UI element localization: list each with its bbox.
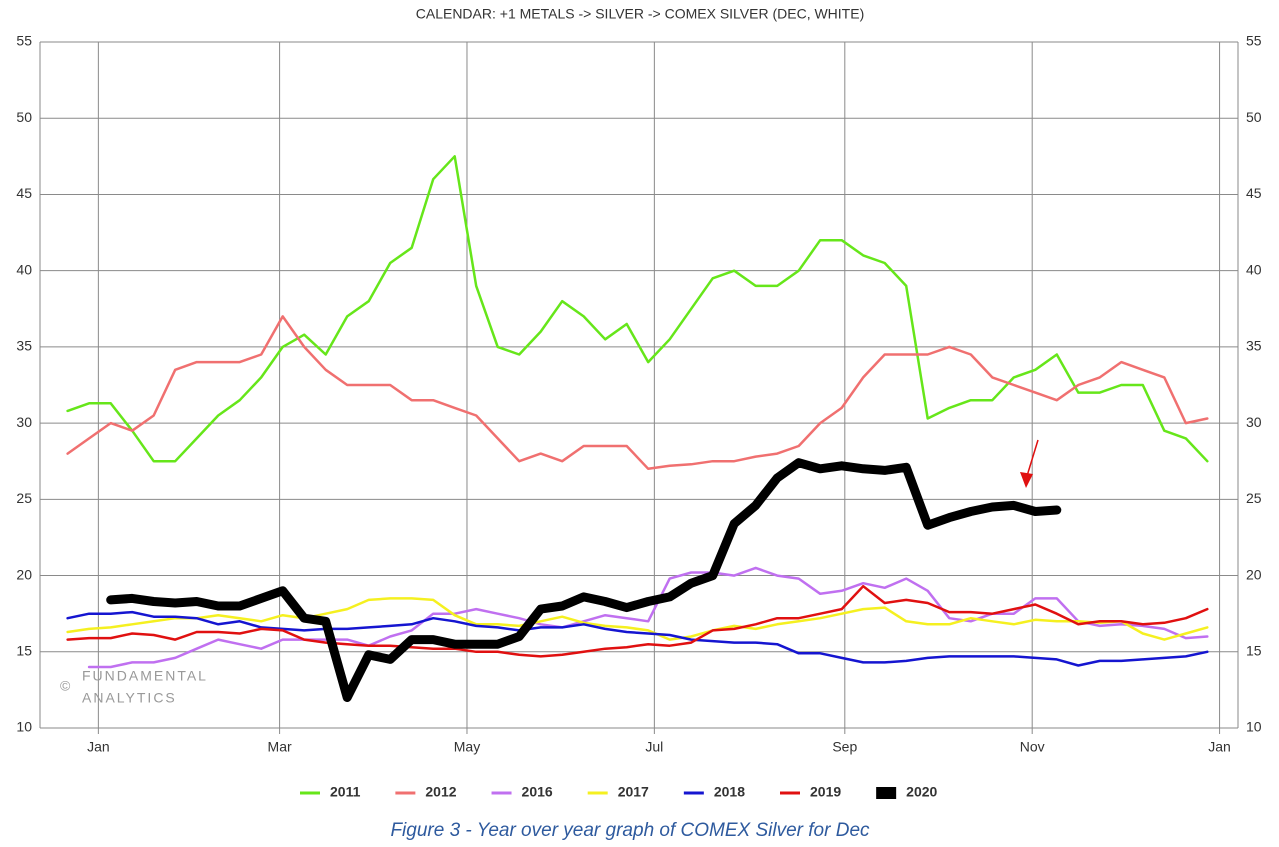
- y-tick-label: 10: [16, 719, 32, 735]
- y-tick-label: 45: [16, 185, 32, 201]
- watermark-line: ANALYTICS: [82, 690, 177, 706]
- arrow-head: [1020, 472, 1033, 488]
- y-tick-label: 30: [16, 414, 32, 430]
- series-line: [66, 315, 1209, 471]
- series-line: [66, 584, 1209, 658]
- x-tick-label: Sep: [832, 739, 857, 755]
- legend-label: 2018: [714, 784, 745, 800]
- y-tick-label-right: 35: [1246, 338, 1262, 354]
- legend-label: 2020: [906, 784, 937, 800]
- x-tick-label: Mar: [268, 739, 292, 755]
- arrow-shaft: [1026, 439, 1039, 477]
- y-tick-label-right: 55: [1246, 33, 1262, 49]
- x-tick-label: Jan: [1208, 739, 1231, 755]
- legend-label: 2017: [618, 784, 649, 800]
- series-line: [66, 610, 1209, 667]
- x-tick-label: May: [454, 739, 480, 755]
- y-tick-label-right: 45: [1246, 185, 1262, 201]
- caption: Figure 3 - Year over year graph of COMEX…: [390, 820, 870, 841]
- y-tick-label-right: 20: [1246, 566, 1262, 582]
- legend-label: 2019: [810, 784, 841, 800]
- y-tick-label: 40: [16, 261, 32, 277]
- y-tick-label-right: 15: [1246, 642, 1262, 658]
- y-tick-label-right: 25: [1246, 490, 1262, 506]
- chart-title: CALENDAR: +1 METALS -> SILVER -> COMEX S…: [416, 6, 865, 22]
- watermark-line: FUNDAMENTAL: [82, 668, 208, 684]
- y-tick-label-right: 30: [1246, 414, 1262, 430]
- y-tick-label-right: 10: [1246, 719, 1262, 735]
- y-tick-label: 15: [16, 642, 32, 658]
- arrow-annotation: [1020, 439, 1039, 488]
- x-tick-label: Jan: [87, 739, 110, 755]
- legend-label: 2012: [425, 784, 456, 800]
- y-tick-label: 20: [16, 566, 32, 582]
- legend-label: 2011: [330, 784, 361, 800]
- y-tick-label: 50: [16, 109, 32, 125]
- series-line: [106, 458, 1062, 702]
- y-tick-label-right: 50: [1246, 109, 1262, 125]
- series-line: [66, 597, 1209, 641]
- x-tick-label: Jul: [645, 739, 663, 755]
- series-line: [66, 155, 1209, 463]
- watermark: © FUNDAMENTAL ANALYTICS: [60, 668, 208, 706]
- x-tick-label: Nov: [1020, 739, 1045, 755]
- y-tick-label: 25: [16, 490, 32, 506]
- watermark-symbol: ©: [60, 678, 71, 694]
- y-tick-label: 35: [16, 338, 32, 354]
- y-tick-label: 55: [16, 33, 32, 49]
- legend-label: 2016: [522, 784, 553, 800]
- y-tick-label-right: 40: [1246, 261, 1262, 277]
